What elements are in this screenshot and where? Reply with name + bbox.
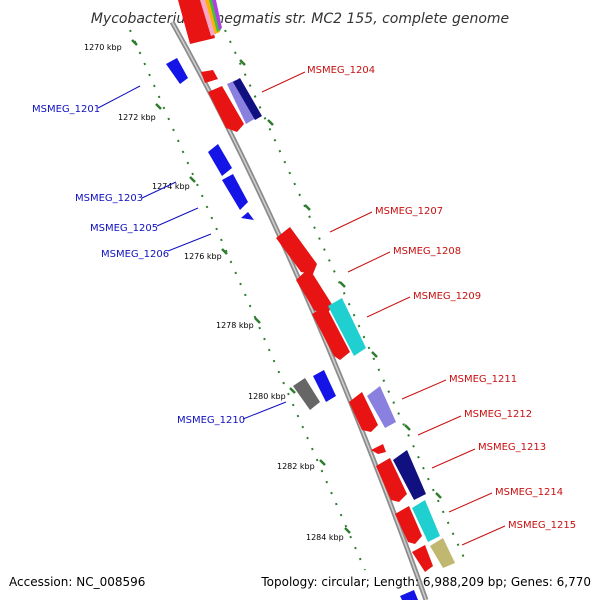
gene-label: MSMEG_1214 (495, 487, 563, 498)
leader-line (461, 525, 506, 546)
gene-arrow (222, 174, 248, 210)
genome-backbone (169, 20, 429, 600)
gene-arrow-small (201, 70, 218, 83)
gene-arrow (312, 306, 350, 360)
gene-arrow (349, 392, 378, 432)
gene-arrow (328, 298, 366, 356)
ruler-label: 1276 kbp (184, 252, 222, 261)
right-gene-labels: MSMEG_1204 MSMEG_1207 MSMEG_1208 MSMEG_1… (261, 65, 576, 546)
gene-label: MSMEG_1206 (101, 249, 169, 260)
leader-line (448, 492, 493, 513)
leader-line (242, 401, 287, 420)
gene-arrow (166, 58, 188, 84)
leader-line (141, 181, 177, 199)
gene-label: MSMEG_1213 (478, 442, 546, 453)
gene-label: MSMEG_1207 (375, 206, 443, 217)
gene-arrow (430, 538, 455, 568)
leader-line (97, 85, 141, 109)
ruler-label: 1272 kbp (118, 113, 156, 122)
gene-label: MSMEG_1203 (75, 193, 143, 204)
gene-arrow (393, 450, 426, 500)
gene-arrow (208, 144, 232, 176)
genome-backbone-highlight (171, 21, 427, 600)
ruler-outer (224, 29, 466, 561)
leader-line (329, 211, 373, 233)
accession-text: Accession: NC_008596 (9, 575, 145, 589)
tick-mark (319, 459, 326, 466)
tick-mark (221, 248, 228, 255)
gene-arrow (233, 78, 262, 120)
gene-arrow-small (241, 212, 254, 220)
gene-arrow (376, 458, 407, 502)
gene-label: MSMEG_1201 (32, 104, 100, 115)
gene-arrow (395, 506, 422, 544)
leader-line (167, 233, 212, 252)
ruler-major-ticks (131, 39, 442, 534)
ruler-outer-dots (224, 29, 466, 561)
ruler-label: 1274 kbp (152, 182, 190, 191)
gene-arrow (400, 590, 418, 600)
tick-mark (339, 281, 346, 288)
map-title: Mycobacterium smegmatis str. MC2 155, co… (91, 11, 509, 27)
gene-arrow (412, 500, 440, 542)
leader-line (347, 251, 391, 273)
leader-line (261, 71, 306, 93)
leader-line (366, 296, 411, 318)
tick-mark (189, 176, 196, 183)
gene-label: MSMEG_1211 (449, 374, 517, 385)
tick-mark (344, 527, 351, 534)
tick-mark (254, 317, 261, 324)
tick-mark (155, 103, 162, 110)
gene-label: MSMEG_1204 (307, 65, 375, 76)
gene-arrow (208, 86, 244, 132)
ruler-labels: 1270 kbp 1272 kbp 1274 kbp 1276 kbp 1278… (84, 43, 344, 542)
ruler-label: 1270 kbp (84, 43, 122, 52)
gene-label: MSMEG_1212 (464, 409, 532, 420)
tick-mark (267, 119, 274, 126)
gene-label: MSMEG_1209 (413, 291, 481, 302)
gene-arrow (412, 545, 433, 572)
gene-arrow (276, 227, 317, 274)
gene-arrow (227, 80, 256, 124)
tick-mark (435, 492, 442, 499)
left-gene-labels: MSMEG_1201 MSMEG_1203 MSMEG_1205 MSMEG_1… (32, 85, 287, 426)
tick-mark (131, 39, 138, 46)
ruler-label: 1284 kbp (306, 533, 344, 542)
ruler-label: 1282 kbp (277, 462, 315, 471)
topology-text: Topology: circular; Length: 6,988,209 bp… (260, 575, 591, 589)
leader-line (431, 448, 476, 469)
reverse-strand-genes (166, 58, 336, 410)
top-edge-features (178, 0, 222, 44)
gene-arrow (367, 386, 396, 428)
tick-mark (304, 204, 311, 211)
tick-mark (289, 387, 296, 394)
gene-arrow (313, 370, 336, 402)
gene-arrow (296, 268, 333, 316)
gene-label: MSMEG_1210 (177, 415, 245, 426)
gene-label: MSMEG_1208 (393, 246, 461, 257)
gene-label: MSMEG_1205 (90, 223, 158, 234)
gene-label: MSMEG_1215 (508, 520, 576, 531)
gene-arrow (293, 378, 320, 410)
leader-line (417, 415, 462, 436)
tick-mark (371, 351, 378, 358)
gene-arrow (200, 0, 216, 36)
leader-line (401, 379, 447, 400)
ruler-label: 1278 kbp (216, 321, 254, 330)
tick-mark (239, 59, 246, 66)
forward-strand-genes (201, 70, 455, 600)
tick-mark (404, 424, 411, 431)
ruler-label: 1280 kbp (248, 392, 286, 401)
leader-line (156, 207, 199, 227)
gene-arrow (212, 0, 222, 30)
gene-arrow-small (371, 444, 386, 454)
